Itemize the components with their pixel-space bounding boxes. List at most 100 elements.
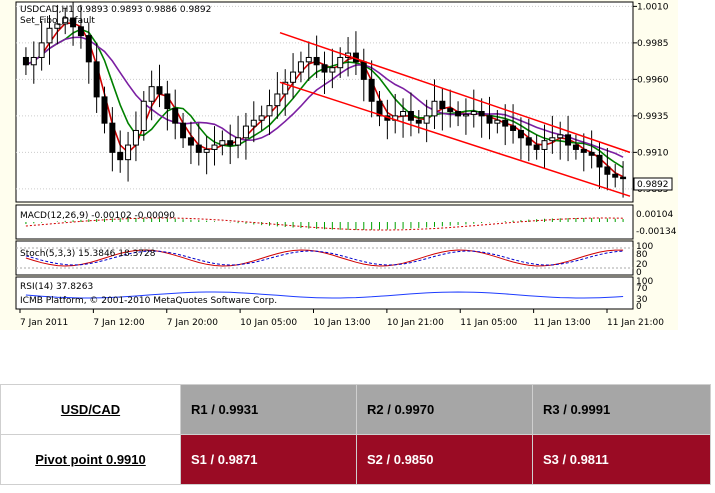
time-label: 7 Jan 2011 [20, 318, 68, 328]
candle-body [620, 176, 627, 180]
time-label: 10 Jan 21:00 [387, 318, 444, 328]
macd-histogram [25, 218, 624, 230]
candle-body [494, 119, 501, 124]
trend-channel [279, 31, 631, 197]
chart-subheader: Set_Fibo_Default [20, 16, 95, 26]
time-label: 7 Jan 20:00 [167, 318, 219, 328]
stoch-main-line [25, 249, 624, 267]
candle-body [321, 64, 328, 73]
candle-body [604, 166, 611, 175]
candle-body [572, 144, 579, 150]
price-tick-label: 0.9910 [637, 148, 669, 158]
channel-lower-line [279, 81, 631, 197]
candle-body [242, 125, 249, 139]
candle-body [337, 56, 344, 69]
candle-body [360, 61, 367, 80]
price-tick-label: 0.9985 [637, 39, 669, 49]
macd-tick-1: -0.00134 [636, 227, 677, 237]
candle-body [258, 115, 265, 121]
channel-upper-line [279, 31, 631, 154]
price-tick-label: 0.9935 [637, 112, 669, 122]
candle-body [423, 115, 430, 124]
candle-body [77, 26, 84, 37]
candle-body [30, 56, 37, 66]
candle-body [455, 110, 462, 117]
price-chart-panel: USDCAD,H1 0.9893 0.9893 0.9886 0.9892 Se… [0, 0, 678, 330]
candle-body [22, 56, 29, 66]
chart-header: USDCAD,H1 0.9893 0.9893 0.9886 0.9892 [20, 5, 211, 15]
rsi-line [25, 291, 624, 299]
candle-body [415, 119, 422, 124]
candle-body [305, 56, 312, 63]
time-label: 10 Jan 13:00 [314, 318, 371, 328]
candle-body [140, 100, 147, 131]
candle-body [46, 27, 53, 44]
r1-cell: R1 / 0.9931 [180, 384, 357, 435]
current-price-box [633, 177, 673, 191]
candle-body [172, 108, 179, 124]
candle-body [612, 173, 619, 178]
price-tick-label: 0.9960 [637, 75, 669, 85]
time-axis: 7 Jan 2011 7 Jan 12:00 7 Jan 20:00 10 Jan 0… [19, 309, 664, 328]
candle-body [93, 61, 100, 98]
stoch-tick-1: 80 [636, 250, 648, 260]
pivot-table: USD/CAD R1 / 0.9931 R2 / 0.9970 R3 / 0.9… [0, 384, 711, 485]
candle-body [274, 93, 281, 107]
time-label: 11 Jan 13:00 [534, 318, 591, 328]
candle-body [502, 119, 509, 127]
pair-label: USD/CAD [60, 402, 121, 417]
macd-tick-0: 0.00104 [636, 210, 673, 220]
candle-body [588, 151, 595, 156]
candle-body [101, 96, 108, 124]
candle-body [219, 140, 226, 146]
candle-body [596, 154, 603, 168]
time-label: 11 Jan 05:00 [460, 318, 517, 328]
candle-body [85, 35, 92, 63]
candle-body [62, 17, 69, 25]
s2-cell: S2 / 0.9850 [356, 434, 533, 485]
time-label: 11 Jan 21:00 [607, 318, 664, 328]
stoch-tick-0: 100 [636, 242, 653, 252]
candle-body [266, 105, 273, 117]
candle-body [227, 140, 234, 146]
candle-body [400, 110, 407, 117]
candle-body [462, 113, 469, 117]
pair-cell: USD/CAD [0, 384, 181, 435]
candle-body [250, 119, 257, 127]
main-plot-frame [15, 1, 634, 203]
candle-body [478, 110, 485, 117]
rsi-tick-0: 100 [636, 277, 653, 287]
candle-body [533, 144, 540, 150]
candle-body [510, 125, 517, 131]
rsi-tick-2: 30 [636, 295, 648, 305]
candle-body [156, 86, 163, 95]
r2-cell: R2 / 0.9970 [356, 384, 533, 435]
candle-body [431, 100, 438, 117]
s1-cell: S1 / 0.9871 [180, 434, 357, 485]
candle-body [525, 137, 532, 146]
candle-body [517, 129, 524, 139]
candle-body [580, 148, 587, 153]
candle-body [203, 148, 210, 153]
copyright-text: ICMB Platform, © 2001-2010 MetaQuotes So… [20, 296, 277, 306]
candle-body [486, 115, 493, 124]
candle-body [38, 42, 45, 58]
candle-body [180, 122, 187, 139]
rsi-tick-1: 70 [636, 284, 648, 294]
candle-body [541, 140, 548, 150]
candle-body [447, 108, 454, 112]
time-label: 10 Jan 05:00 [240, 318, 297, 328]
candles [22, 2, 627, 198]
stoch-label: Stoch(5,3,3) 15.3846 18.3728 [20, 249, 156, 259]
stoch-tick-3: 0 [636, 268, 642, 278]
stoch-signal-line [25, 250, 624, 266]
candle-body [70, 17, 77, 28]
stoch-panel [15, 240, 634, 276]
candle-body [470, 110, 477, 115]
candle-body [187, 137, 194, 146]
candle-body [109, 122, 116, 153]
s3-cell: S3 / 0.9811 [532, 434, 711, 485]
candle-body [407, 110, 414, 121]
candle-body [313, 56, 320, 66]
